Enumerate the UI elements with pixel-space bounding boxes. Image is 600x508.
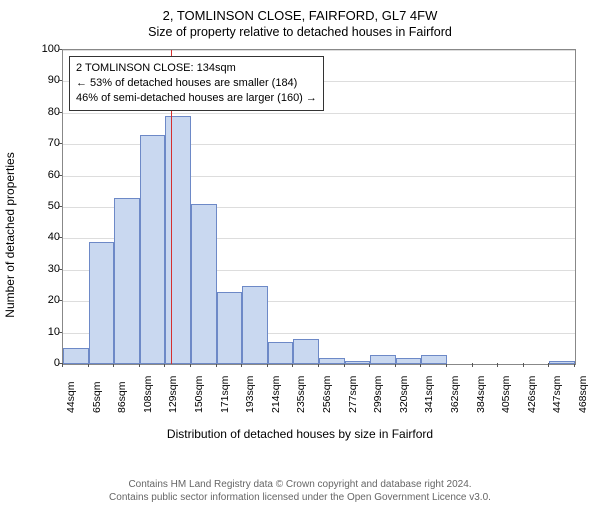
y-tick-label: 10: [38, 326, 60, 338]
x-tick-label: 320sqm: [398, 376, 410, 413]
footer: Contains HM Land Registry data © Crown c…: [0, 479, 600, 504]
bar: [396, 358, 422, 364]
y-tick-label: 100: [38, 43, 60, 55]
x-tick-label: 108sqm: [142, 376, 154, 413]
y-tick-mark: [58, 300, 62, 301]
bar: [370, 355, 396, 364]
bar: [63, 348, 89, 364]
y-tick-label: 70: [38, 137, 60, 149]
bar: [191, 204, 217, 364]
x-tick-label: 235sqm: [295, 376, 307, 413]
y-tick-mark: [58, 206, 62, 207]
bar: [319, 358, 345, 364]
x-axis-label: Distribution of detached houses by size …: [0, 427, 600, 441]
x-tick-label: 214sqm: [270, 376, 282, 413]
x-tick-label: 362sqm: [449, 376, 461, 413]
y-tick-label: 0: [38, 357, 60, 369]
histogram-chart: Number of detached properties 2 TOMLINSO…: [18, 45, 582, 425]
page-subtitle: Size of property relative to detached ho…: [0, 25, 600, 39]
page-title: 2, TOMLINSON CLOSE, FAIRFORD, GL7 4FW: [0, 8, 600, 23]
x-tick-label: 447sqm: [551, 376, 563, 413]
x-tick-label: 405sqm: [500, 376, 512, 413]
y-tick-label: 80: [38, 106, 60, 118]
x-tick-label: 171sqm: [219, 376, 231, 413]
x-tick-label: 150sqm: [193, 376, 205, 413]
callout-box: 2 TOMLINSON CLOSE: 134sqm← 53% of detach…: [69, 56, 324, 111]
y-tick-mark: [58, 112, 62, 113]
x-tick-label: 426sqm: [526, 376, 538, 413]
bar: [345, 361, 371, 364]
x-tick-label: 384sqm: [475, 376, 487, 413]
bar: [242, 286, 268, 365]
bar: [114, 198, 140, 364]
x-tick-label: 193sqm: [244, 376, 256, 413]
y-axis-label: Number of detached properties: [3, 152, 17, 317]
y-tick-mark: [58, 269, 62, 270]
y-tick-label: 20: [38, 294, 60, 306]
y-tick-label: 90: [38, 74, 60, 86]
x-tick-label: 256sqm: [321, 376, 333, 413]
y-tick-label: 50: [38, 200, 60, 212]
bar: [549, 361, 575, 364]
y-tick-mark: [58, 175, 62, 176]
bar: [165, 116, 191, 364]
x-tick-label: 86sqm: [116, 381, 128, 413]
y-tick-mark: [58, 237, 62, 238]
callout-line: 2 TOMLINSON CLOSE: 134sqm: [76, 61, 317, 76]
bar: [421, 355, 447, 364]
y-tick-label: 40: [38, 231, 60, 243]
footer-line-1: Contains HM Land Registry data © Crown c…: [0, 479, 600, 492]
x-tick-label: 341sqm: [423, 376, 435, 413]
x-tick-label: 44sqm: [65, 381, 77, 413]
x-tick-label: 65sqm: [91, 381, 103, 413]
callout-line: ← 53% of detached houses are smaller (18…: [76, 76, 317, 91]
plot-area: 2 TOMLINSON CLOSE: 134sqm← 53% of detach…: [62, 49, 576, 365]
y-tick-label: 30: [38, 263, 60, 275]
x-tick-label: 277sqm: [347, 376, 359, 413]
footer-line-2: Contains public sector information licen…: [0, 492, 600, 505]
x-tick-label: 129sqm: [167, 376, 179, 413]
y-tick-mark: [58, 49, 62, 50]
bar: [293, 339, 319, 364]
bar: [140, 135, 166, 364]
y-tick-mark: [58, 80, 62, 81]
callout-line: 46% of semi-detached houses are larger (…: [76, 91, 317, 106]
bar: [217, 292, 243, 364]
y-tick-label: 60: [38, 169, 60, 181]
x-tick-label: 468sqm: [577, 376, 589, 413]
y-tick-mark: [58, 143, 62, 144]
bar: [89, 242, 115, 364]
y-tick-mark: [58, 332, 62, 333]
bar: [268, 342, 294, 364]
x-tick-label: 299sqm: [372, 376, 384, 413]
